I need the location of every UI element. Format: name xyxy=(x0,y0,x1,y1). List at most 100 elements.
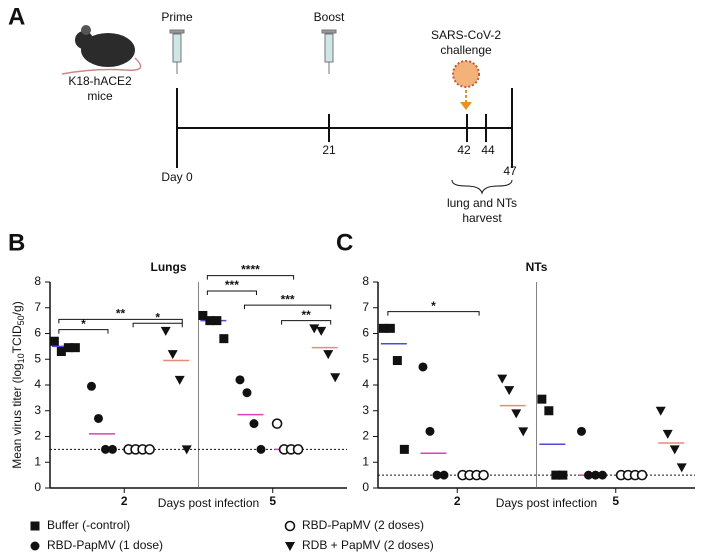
marker xyxy=(256,444,266,454)
marker xyxy=(219,334,229,344)
significance-label: *** xyxy=(281,292,295,306)
y-tick-label: 3 xyxy=(362,403,369,417)
y-tick-label: 5 xyxy=(362,351,369,365)
significance-label: ** xyxy=(301,308,311,322)
marker xyxy=(70,343,80,353)
challenge-label: SARS-CoV-2 xyxy=(431,28,501,42)
y-axis-label-part: /g) xyxy=(10,301,24,315)
y-tick-label: 6 xyxy=(362,326,369,340)
marker xyxy=(30,521,40,531)
marker xyxy=(597,470,607,480)
marker xyxy=(30,541,40,551)
significance-bracket xyxy=(387,311,480,316)
panel-label: C xyxy=(336,229,353,256)
x-axis-label: Days post infection xyxy=(158,496,259,510)
marker xyxy=(107,444,117,454)
y-tick-label: 7 xyxy=(34,300,41,314)
marker xyxy=(478,469,489,481)
significance-bracket xyxy=(58,329,109,334)
marker xyxy=(537,394,547,404)
marker xyxy=(504,386,515,396)
marker xyxy=(558,470,568,480)
chart-title: Lungs xyxy=(151,260,187,274)
boost-label: Boost xyxy=(314,10,345,24)
marker xyxy=(330,373,341,383)
prime-label: Prime xyxy=(161,10,193,24)
marker xyxy=(590,470,600,480)
y-axis-label-part: 50 xyxy=(16,315,26,325)
x-tick-label: 5 xyxy=(269,494,276,508)
marker xyxy=(212,316,222,326)
y-tick-label: 8 xyxy=(34,274,41,288)
panel-label: B xyxy=(8,229,25,256)
marker xyxy=(205,316,215,326)
marker xyxy=(323,350,334,360)
legend-label: RBD-PapMV (2 doses) xyxy=(302,518,424,532)
significance-bracket xyxy=(243,304,332,310)
day-label: 44 xyxy=(481,143,495,157)
significance-bracket xyxy=(206,290,257,296)
y-tick-label: 6 xyxy=(34,326,41,340)
marker xyxy=(309,324,320,334)
mouse-label: K18-hACE2 xyxy=(68,74,132,88)
y-tick-label: 0 xyxy=(362,480,369,494)
marker xyxy=(378,323,388,333)
marker xyxy=(399,444,409,454)
y-axis-label-part: Mean virus titer (log xyxy=(10,363,24,468)
marker xyxy=(316,326,327,336)
x-tick-label: 2 xyxy=(454,494,461,508)
marker xyxy=(144,444,155,455)
marker xyxy=(235,375,245,385)
significance-label: ** xyxy=(116,307,126,321)
y-tick-label: 2 xyxy=(34,429,41,443)
marker xyxy=(418,362,428,372)
significance-label: * xyxy=(81,317,86,331)
legend-label: RDB + PapMV (2 doses) xyxy=(302,538,434,552)
marker xyxy=(56,347,66,357)
marker xyxy=(160,326,171,336)
marker xyxy=(93,413,103,423)
significance-bracket xyxy=(281,320,332,325)
x-tick-label: 5 xyxy=(612,494,619,508)
marker xyxy=(497,374,508,384)
marker xyxy=(439,470,449,480)
marker xyxy=(669,445,680,455)
marker xyxy=(49,336,59,346)
marker xyxy=(285,542,295,551)
y-tick-label: 2 xyxy=(362,429,369,443)
marker xyxy=(198,310,208,320)
y-tick-label: 4 xyxy=(362,377,369,391)
y-tick-label: 7 xyxy=(362,300,369,314)
x-tick-label: 2 xyxy=(121,494,128,508)
marker xyxy=(662,429,673,439)
day-label: 42 xyxy=(457,143,471,157)
y-tick-label: 0 xyxy=(34,480,41,494)
marker xyxy=(432,470,442,480)
marker xyxy=(392,356,402,366)
significance-label: **** xyxy=(241,263,260,277)
y-tick-label: 4 xyxy=(34,377,41,391)
marker xyxy=(676,463,687,473)
day-label: Day 0 xyxy=(161,170,193,184)
significance-bracket xyxy=(58,318,183,324)
y-axis-label: Mean virus titer (log10TCID50/g) xyxy=(10,301,26,468)
significance-label: * xyxy=(431,299,436,313)
significance-bracket xyxy=(132,322,183,328)
day-label: 47 xyxy=(503,164,517,178)
marker xyxy=(174,375,185,385)
marker xyxy=(271,418,283,429)
marker xyxy=(86,381,96,391)
marker xyxy=(518,427,529,437)
marker xyxy=(181,445,192,455)
legend-label: Buffer (-control) xyxy=(47,518,130,532)
y-tick-label: 3 xyxy=(34,403,41,417)
day-label: 21 xyxy=(322,143,336,157)
marker xyxy=(63,343,73,353)
harvest-label: lung and NTs xyxy=(447,196,517,210)
marker xyxy=(167,350,178,360)
chart-title: NTs xyxy=(526,260,548,274)
marker xyxy=(576,426,586,436)
mouse-icon xyxy=(61,25,142,75)
timeline xyxy=(176,88,513,195)
